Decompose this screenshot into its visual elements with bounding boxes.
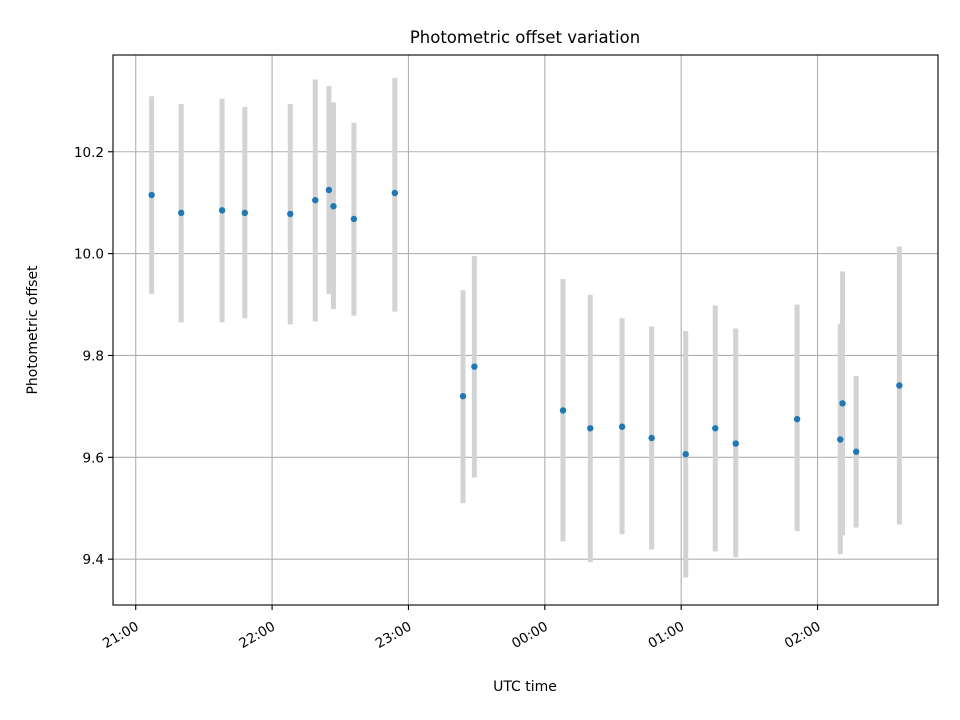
data-point xyxy=(177,209,185,217)
data-point xyxy=(241,209,249,217)
plot-frame xyxy=(112,54,939,606)
x-tick-label: 02:00 xyxy=(782,619,824,652)
data-point xyxy=(330,203,337,210)
data-point xyxy=(325,186,333,194)
data-point xyxy=(148,191,155,199)
x-tick-label: 23:00 xyxy=(373,619,415,652)
data-point xyxy=(618,423,626,430)
chart-title: Photometric offset variation xyxy=(410,28,640,47)
y-tick-label: 10.0 xyxy=(74,247,104,263)
data-point xyxy=(712,425,719,432)
data-point xyxy=(839,400,846,407)
x-tick-label: 00:00 xyxy=(509,619,551,652)
data-point xyxy=(287,210,294,218)
data-point xyxy=(793,415,801,423)
data-point xyxy=(218,207,226,214)
x-axis-ticks: 21:00 22:00 23:00 00:00 01:00 02:00 xyxy=(100,605,824,652)
data-point xyxy=(471,363,478,370)
data-point xyxy=(350,215,358,223)
data-point xyxy=(587,425,594,432)
data-point xyxy=(312,196,319,204)
data-point xyxy=(852,448,860,455)
y-axis-ticks: 9.4 9.6 9.8 10.0 10.2 xyxy=(74,145,113,568)
y-axis-label: Photometric offset xyxy=(25,265,41,395)
y-tick-label: 9.6 xyxy=(83,450,104,466)
data-point xyxy=(732,440,739,447)
y-tick-label: 10.2 xyxy=(74,145,104,161)
data-point xyxy=(459,393,467,400)
data-point xyxy=(896,382,903,389)
data-points xyxy=(148,186,903,458)
grid xyxy=(113,55,938,605)
data-point xyxy=(559,407,567,414)
y-tick-label: 9.8 xyxy=(83,348,104,364)
data-point xyxy=(391,189,399,197)
data-point xyxy=(648,434,655,442)
data-point xyxy=(837,436,844,443)
x-tick-label: 01:00 xyxy=(645,619,687,652)
x-axis-label: UTC time xyxy=(493,679,557,695)
data-point xyxy=(682,451,689,458)
error-bars xyxy=(149,77,902,578)
y-tick-label: 9.4 xyxy=(83,552,104,568)
x-tick-label: 22:00 xyxy=(236,619,278,652)
x-tick-label: 21:00 xyxy=(100,619,142,652)
